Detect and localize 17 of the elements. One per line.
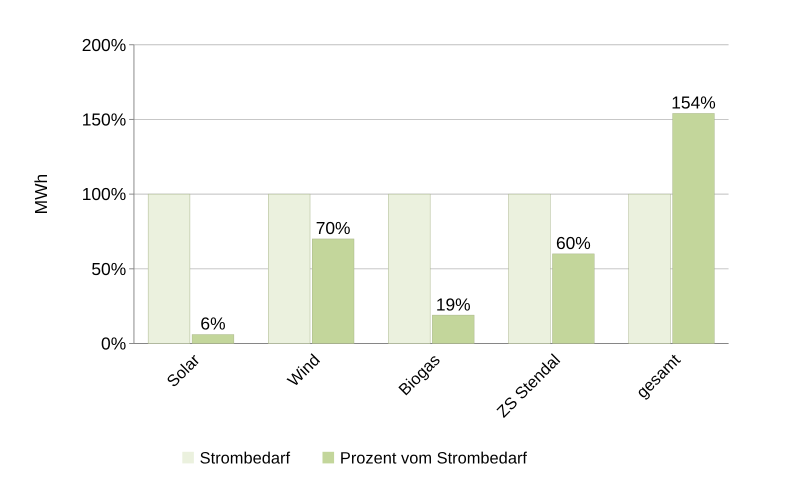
y-tick-label: 0%	[101, 334, 126, 354]
legend-label: Prozent vom Strombedarf	[340, 449, 528, 468]
data-label: 154%	[671, 92, 716, 113]
y-tick-label: 50%	[91, 258, 126, 279]
data-label: 19%	[436, 294, 471, 314]
bar	[672, 113, 715, 344]
data-label: 6%	[200, 314, 226, 334]
bar	[192, 334, 234, 344]
y-tick-label: 150%	[82, 110, 126, 130]
y-tick-label: 200%	[82, 34, 126, 55]
bar	[148, 194, 190, 344]
y-axis-title: MWh	[30, 174, 51, 214]
legend-label: Strombedarf	[200, 449, 290, 468]
bar	[628, 194, 671, 344]
data-label: 70%	[316, 218, 351, 238]
y-tick-label: 100%	[82, 184, 126, 204]
data-label: 60%	[556, 233, 591, 254]
